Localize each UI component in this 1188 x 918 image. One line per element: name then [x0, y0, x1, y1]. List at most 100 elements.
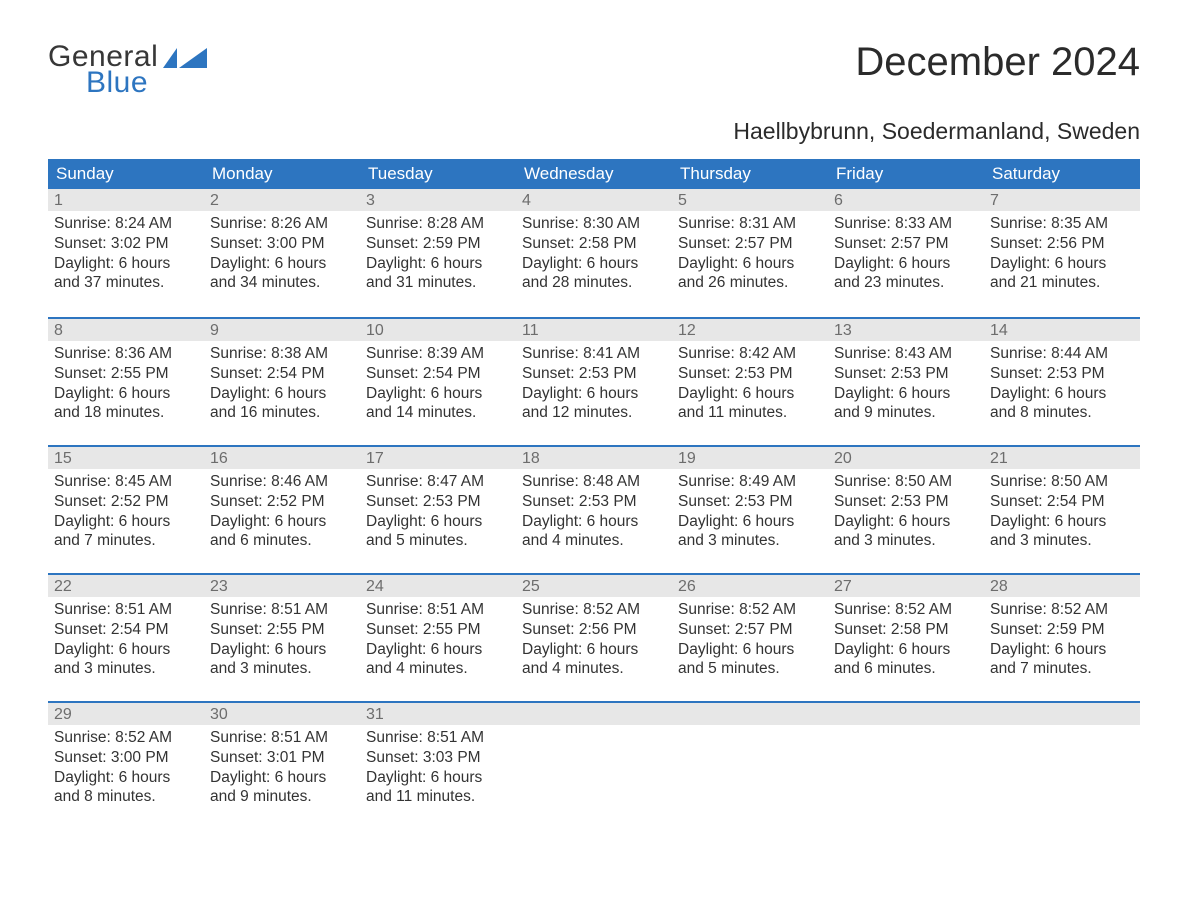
cell-body: Sunrise: 8:51 AMSunset: 3:01 PMDaylight:…	[204, 725, 360, 817]
calendar-cell: 25Sunrise: 8:52 AMSunset: 2:56 PMDayligh…	[516, 575, 672, 701]
weekday-header: SundayMondayTuesdayWednesdayThursdayFrid…	[48, 159, 1140, 189]
cell-line: Sunrise: 8:45 AM	[54, 472, 198, 492]
day-number: 14	[984, 319, 1140, 341]
calendar-body: 1 Sunrise: 8:24 AMSunset: 3:02 PM Daylight…	[48, 189, 1140, 829]
calendar-cell: 17Sunrise: 8:47 AMSunset: 2:53 PMDayligh…	[360, 447, 516, 573]
cell-line: Sunset: 2:55 PM	[366, 620, 510, 640]
cell-line: and 3 minutes.	[678, 531, 822, 551]
calendar-week: 1 Sunrise: 8:24 AMSunset: 3:02 PM Daylight…	[48, 189, 1140, 317]
cell-line: Sunrise: 8:36 AM	[54, 344, 198, 364]
cell-body: Sunrise: 8:31 AMSunset: 2:57 PMDaylight:…	[672, 211, 828, 303]
location-text: Haellbybrunn, Soedermanland, Sweden	[48, 118, 1140, 145]
cell-body: Sunrise: 8:33 AMSunset: 2:57 PMDaylight:…	[828, 211, 984, 303]
cell-line: Daylight: 6 hours	[522, 384, 666, 404]
cell-line: Sunset: 2:53 PM	[366, 492, 510, 512]
day-number: 7	[984, 189, 1140, 211]
cell-line: Sunset: 2:53 PM	[990, 364, 1134, 384]
cell-line: and 37 minutes.	[54, 273, 198, 293]
cell-body: Sunrise: 8:28 AMSunset: 2:59 PMDaylight:…	[360, 211, 516, 303]
cell-line: Daylight: 6 hours	[54, 512, 198, 532]
calendar-cell: 6Sunrise: 8:33 AMSunset: 2:57 PMDaylight…	[828, 189, 984, 317]
cell-line: Daylight: 6 hours	[990, 512, 1134, 532]
day-number-empty	[984, 703, 1140, 725]
day-number: 24	[360, 575, 516, 597]
cell-body: Sunrise: 8:51 AMSunset: 3:03 PMDaylight:…	[360, 725, 516, 817]
calendar-cell	[984, 703, 1140, 829]
weekday-col: Saturday	[984, 164, 1140, 184]
cell-line: Sunrise: 8:41 AM	[522, 344, 666, 364]
day-number: 17	[360, 447, 516, 469]
day-number: 26	[672, 575, 828, 597]
cell-line: Sunrise: 8:51 AM	[366, 600, 510, 620]
cell-line: Sunrise: 8:52 AM	[990, 600, 1134, 620]
cell-body: Sunrise: 8:51 AMSunset: 2:54 PMDaylight:…	[48, 597, 204, 689]
cell-line: Daylight: 6 hours	[366, 640, 510, 660]
cell-line: Daylight: 6 hours	[54, 640, 198, 660]
cell-body: Sunrise: 8:49 AMSunset: 2:53 PMDaylight:…	[672, 469, 828, 561]
cell-line: Sunset: 2:57 PM	[834, 234, 978, 254]
page-title: December 2024	[855, 40, 1140, 85]
cell-line: and 4 minutes.	[366, 659, 510, 679]
cell-line: Sunset: 2:57 PM	[678, 234, 822, 254]
calendar-week: 8Sunrise: 8:36 AMSunset: 2:55 PMDaylight…	[48, 317, 1140, 445]
cell-line: and 31 minutes.	[366, 273, 510, 293]
day-number: 11	[516, 319, 672, 341]
cell-line: and 6 minutes.	[834, 659, 978, 679]
cell-line: Daylight: 6 hours	[210, 384, 354, 404]
cell-line: Sunrise: 8:33 AM	[834, 214, 978, 234]
cell-line: and 9 minutes.	[834, 403, 978, 423]
cell-line: and 21 minutes.	[990, 273, 1134, 293]
cell-line: Sunrise: 8:51 AM	[366, 728, 510, 748]
cell-line: Sunrise: 8:30 AM	[522, 214, 666, 234]
cell-line: Sunset: 3:01 PM	[210, 748, 354, 768]
cell-body: Sunrise: 8:52 AMSunset: 3:00 PMDaylight:…	[48, 725, 204, 817]
cell-line: Daylight: 6 hours	[366, 768, 510, 788]
cell-line: and 7 minutes.	[990, 659, 1134, 679]
cell-line: Sunrise: 8:26 AM	[210, 214, 354, 234]
cell-line: Daylight: 6 hours	[522, 254, 666, 274]
cell-line: and 3 minutes.	[54, 659, 198, 679]
cell-line: and 16 minutes.	[210, 403, 354, 423]
cell-line: Sunrise: 8:24 AM	[54, 214, 198, 234]
day-number: 1	[48, 189, 204, 211]
logo-flag-icon	[163, 46, 207, 68]
cell-line: Sunrise: 8:42 AM	[678, 344, 822, 364]
cell-body: Sunrise: 8:50 AMSunset: 2:54 PMDaylight:…	[984, 469, 1140, 561]
weekday-col: Friday	[828, 164, 984, 184]
cell-line: Sunrise: 8:38 AM	[210, 344, 354, 364]
cell-line: Sunset: 3:02 PM	[54, 234, 198, 254]
calendar-week: 15Sunrise: 8:45 AMSunset: 2:52 PMDayligh…	[48, 445, 1140, 573]
header: General Blue December 2024	[48, 40, 1140, 100]
cell-line: Sunset: 2:53 PM	[522, 492, 666, 512]
day-number: 19	[672, 447, 828, 469]
cell-line: Sunset: 2:53 PM	[522, 364, 666, 384]
logo: General Blue	[48, 40, 207, 100]
cell-line: Sunset: 2:54 PM	[210, 364, 354, 384]
cell-line: Daylight: 6 hours	[678, 254, 822, 274]
cell-line: Sunset: 2:54 PM	[990, 492, 1134, 512]
calendar-cell	[828, 703, 984, 829]
cell-body: Sunrise: 8:30 AMSunset: 2:58 PMDaylight:…	[516, 211, 672, 303]
calendar-cell: 30Sunrise: 8:51 AMSunset: 3:01 PMDayligh…	[204, 703, 360, 829]
day-number: 5	[672, 189, 828, 211]
cell-line: and 14 minutes.	[366, 403, 510, 423]
cell-line: and 8 minutes.	[54, 787, 198, 807]
day-number-empty	[672, 703, 828, 725]
cell-line: Sunrise: 8:50 AM	[990, 472, 1134, 492]
day-number: 2	[204, 189, 360, 211]
day-number: 20	[828, 447, 984, 469]
cell-line: Daylight: 6 hours	[210, 512, 354, 532]
cell-line: Sunset: 2:58 PM	[522, 234, 666, 254]
day-number: 13	[828, 319, 984, 341]
day-number: 29	[48, 703, 204, 725]
calendar-cell: 2Sunrise: 8:26 AMSunset: 3:00 PMDaylight…	[204, 189, 360, 317]
cell-line: Sunrise: 8:49 AM	[678, 472, 822, 492]
cell-line: and 4 minutes.	[522, 531, 666, 551]
day-number: 12	[672, 319, 828, 341]
cell-line: Sunrise: 8:35 AM	[990, 214, 1134, 234]
calendar-cell: 21Sunrise: 8:50 AMSunset: 2:54 PMDayligh…	[984, 447, 1140, 573]
cell-line: Daylight: 6 hours	[834, 384, 978, 404]
calendar-cell: 22Sunrise: 8:51 AMSunset: 2:54 PMDayligh…	[48, 575, 204, 701]
calendar-cell: 14Sunrise: 8:44 AMSunset: 2:53 PMDayligh…	[984, 319, 1140, 445]
cell-line: and 4 minutes.	[522, 659, 666, 679]
